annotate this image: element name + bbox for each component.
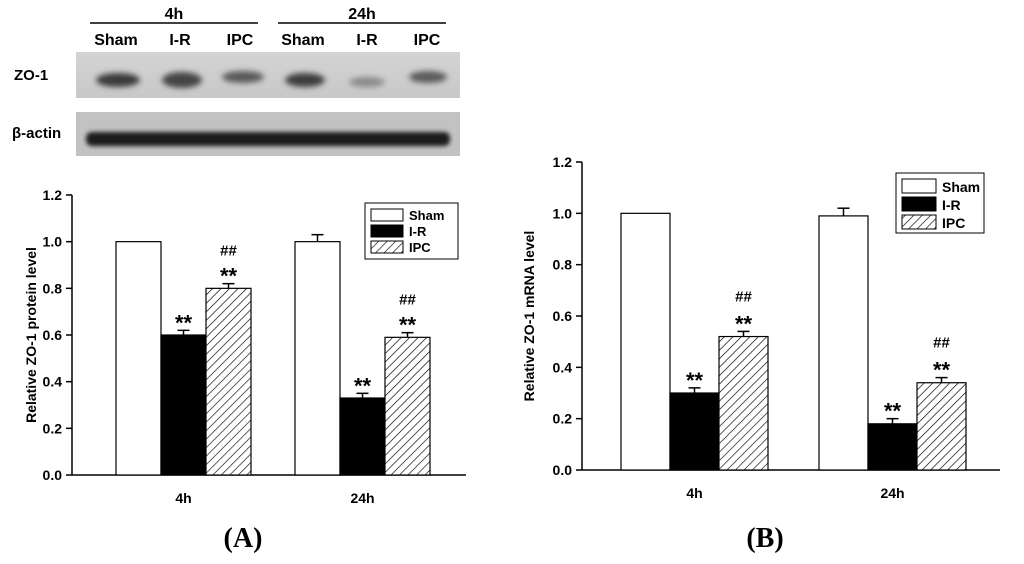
significance-stars: ** [220, 264, 238, 289]
lane-label-sham: Sham [94, 32, 138, 49]
significance-stars: ** [933, 358, 951, 383]
chart-panel-a: 0.0 0.2 0.4 0.6 0.8 1.0 1.2 Relative ZO-1 prote… [23, 187, 466, 506]
actin-bands [86, 132, 450, 146]
y-tick-label: 1.2 [43, 187, 63, 203]
legend-label: IPC [942, 215, 965, 231]
y-tick-label: 0.2 [43, 420, 63, 436]
legend-label: Sham [942, 179, 980, 195]
bar-ipc-24h [384, 336, 431, 476]
bar-sham-24h [818, 215, 869, 471]
chart-panel-b: 0.0 0.2 0.4 0.6 0.8 1.0 1.2 Relative ZO-1 mRNA … [521, 154, 1000, 501]
blot-band [285, 73, 325, 87]
bar-i-r-24h [339, 397, 386, 476]
lane-label-ir: I-R [356, 32, 378, 49]
lane-label-ir: I-R [169, 32, 191, 49]
bar-ipc-4h [718, 335, 769, 471]
legend-label: Sham [409, 208, 444, 223]
lane-label-ipc: IPC [414, 32, 441, 49]
legend-label: IPC [409, 240, 431, 255]
significance-hash: ## [220, 243, 237, 260]
significance-hash: ## [735, 288, 752, 305]
significance-hash: ## [399, 292, 416, 309]
significance-stars: ** [399, 313, 417, 338]
significance-stars: ** [354, 373, 372, 398]
legend-swatch [370, 208, 404, 222]
blot-band [409, 71, 447, 83]
y-tick-label: 0.4 [43, 374, 63, 390]
y-axis-label: Relative ZO-1 protein level [23, 247, 39, 423]
bar-i-r-24h [867, 423, 918, 471]
y-tick-label: 0.8 [553, 257, 573, 273]
group-label-24h: 24h [348, 6, 376, 23]
blot-band [222, 71, 264, 83]
y-tick-label: 0.2 [553, 411, 573, 427]
row-label-zo1: ZO-1 [14, 67, 48, 84]
significance-stars: ** [884, 399, 902, 424]
blot-band [349, 77, 385, 87]
y-tick-label: 1.0 [553, 205, 573, 221]
western-blot: 4h 24h Sham I-R IPC Sham I-R IPC ZO-1 β-… [12, 6, 460, 156]
x-tick-label: 24h [350, 490, 374, 506]
significance-stars: ** [686, 368, 704, 393]
significance-stars: ** [735, 311, 753, 336]
blot-band [162, 72, 202, 88]
significance-stars: ** [175, 310, 193, 335]
y-tick-label: 0.8 [43, 280, 63, 296]
bar-i-r-4h [160, 334, 207, 476]
lane-label-ipc: IPC [227, 32, 254, 49]
legend-label: I-R [409, 224, 427, 239]
y-tick-label: 0.6 [43, 327, 63, 343]
y-tick-label: 0.0 [43, 467, 63, 483]
legend-swatch [370, 224, 404, 238]
row-label-beta-actin: β-actin [12, 125, 61, 142]
zo1-bands [96, 71, 447, 88]
bar-sham-24h [294, 241, 341, 476]
blot-band [86, 132, 450, 146]
y-tick-label: 1.0 [43, 234, 63, 250]
bar-sham-4h [620, 212, 671, 471]
zo1-blot-strip [76, 52, 460, 98]
bar-i-r-4h [669, 392, 720, 471]
bar-ipc-4h [205, 287, 252, 476]
x-tick-label: 4h [175, 490, 191, 506]
legend-swatch [370, 240, 404, 254]
group-label-4h: 4h [165, 6, 184, 23]
y-tick-label: 1.2 [553, 154, 573, 170]
x-tick-label: 4h [686, 485, 702, 501]
legend: Sham I-R IPC [895, 172, 985, 234]
legend-swatch [901, 196, 937, 212]
y-tick-label: 0.6 [553, 308, 573, 324]
legend-swatch [901, 178, 937, 194]
x-tick-label: 24h [880, 485, 904, 501]
lane-label-sham: Sham [281, 32, 325, 49]
y-tick-label: 0.0 [553, 462, 573, 478]
panel-label-b: (B) [746, 523, 783, 554]
legend-swatch [901, 214, 937, 230]
significance-hash: ## [933, 335, 950, 352]
y-tick-label: 0.4 [553, 359, 573, 375]
blot-band [96, 73, 140, 87]
bar-ipc-24h [916, 382, 967, 471]
panel-label-a: (A) [224, 523, 263, 554]
legend-label: I-R [942, 197, 961, 213]
y-axis-label: Relative ZO-1 mRNA level [521, 231, 537, 402]
bar-sham-4h [115, 241, 162, 476]
